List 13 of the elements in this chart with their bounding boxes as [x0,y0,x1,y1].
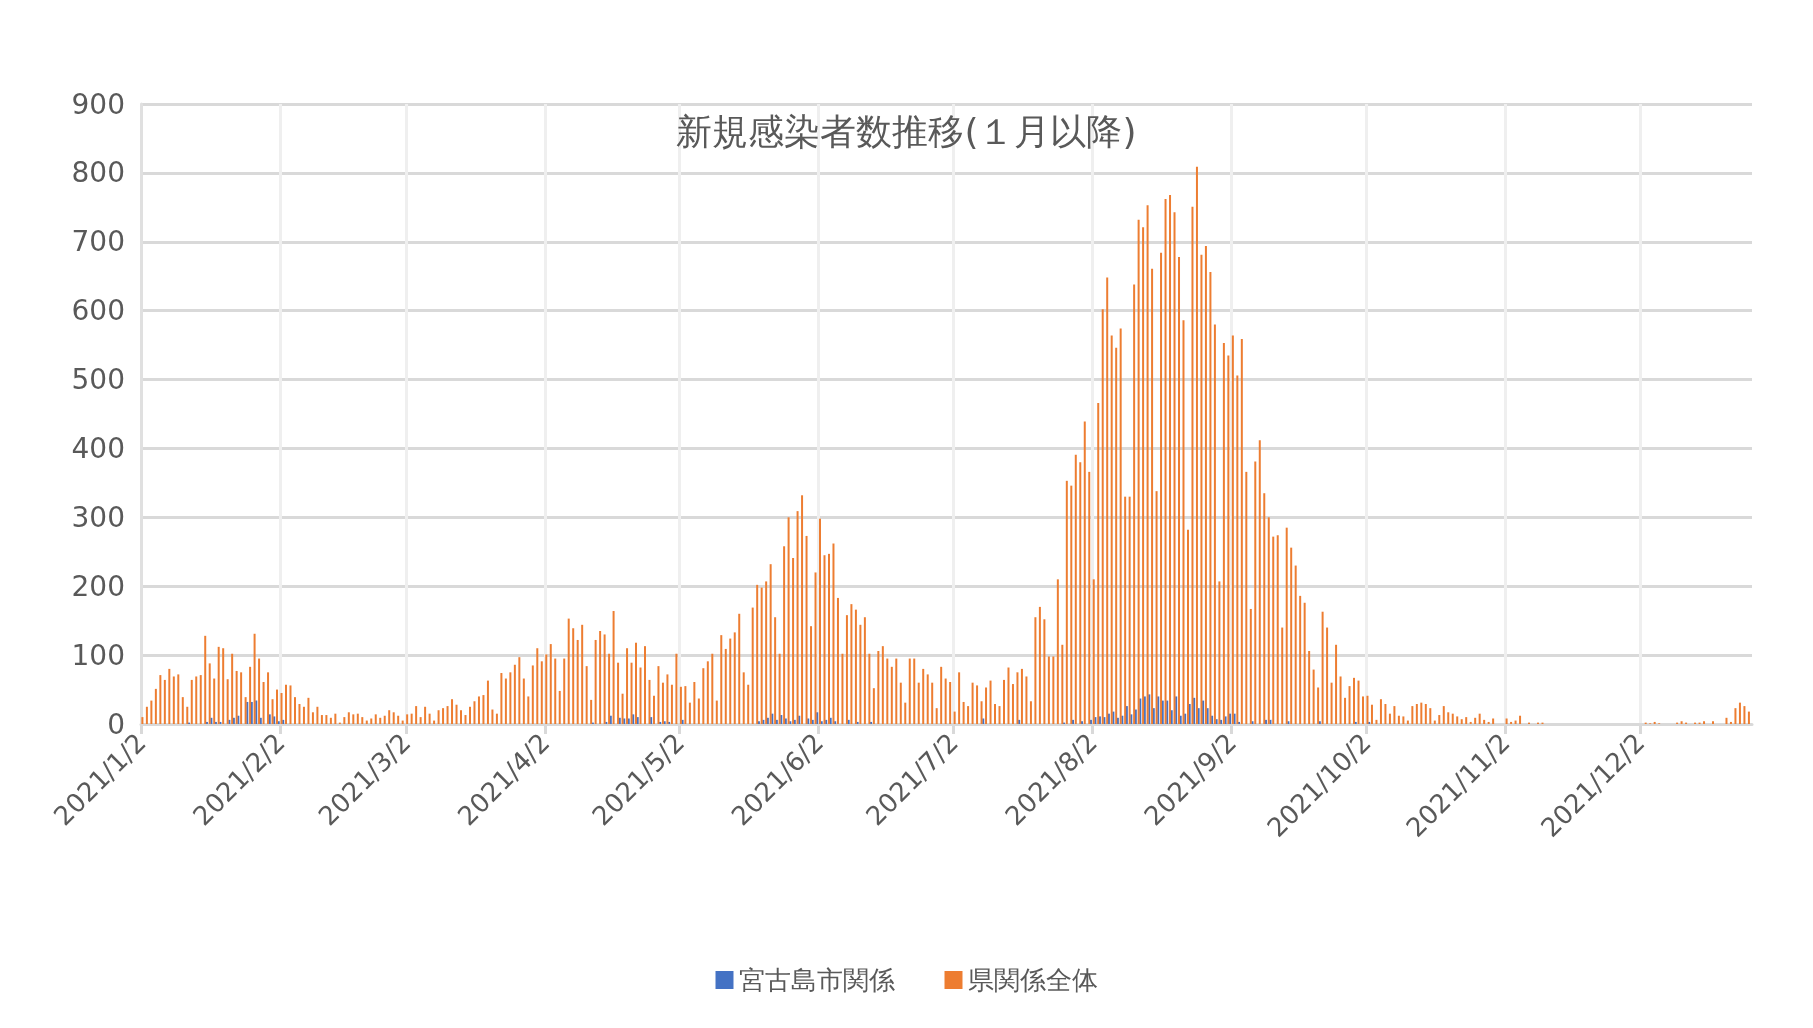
y-tick-label: 0 [107,707,125,741]
y-tick-label: 800 [71,156,125,190]
y-tick-label: 400 [71,431,125,465]
y-tick-label: 300 [71,500,125,534]
chart-title: 新規感染者数推移(１月以降) [676,110,1137,152]
y-tick-label: 200 [71,569,125,603]
legend-label: 宮古島市関係 [738,965,895,995]
y-tick-label: 100 [71,638,125,672]
y-tick-label: 700 [71,225,125,259]
legend-label: 県関係全体 [967,965,1098,995]
y-tick-label: 600 [71,294,125,328]
y-tick-label: 500 [71,363,125,397]
y-tick-label: 900 [71,87,125,121]
